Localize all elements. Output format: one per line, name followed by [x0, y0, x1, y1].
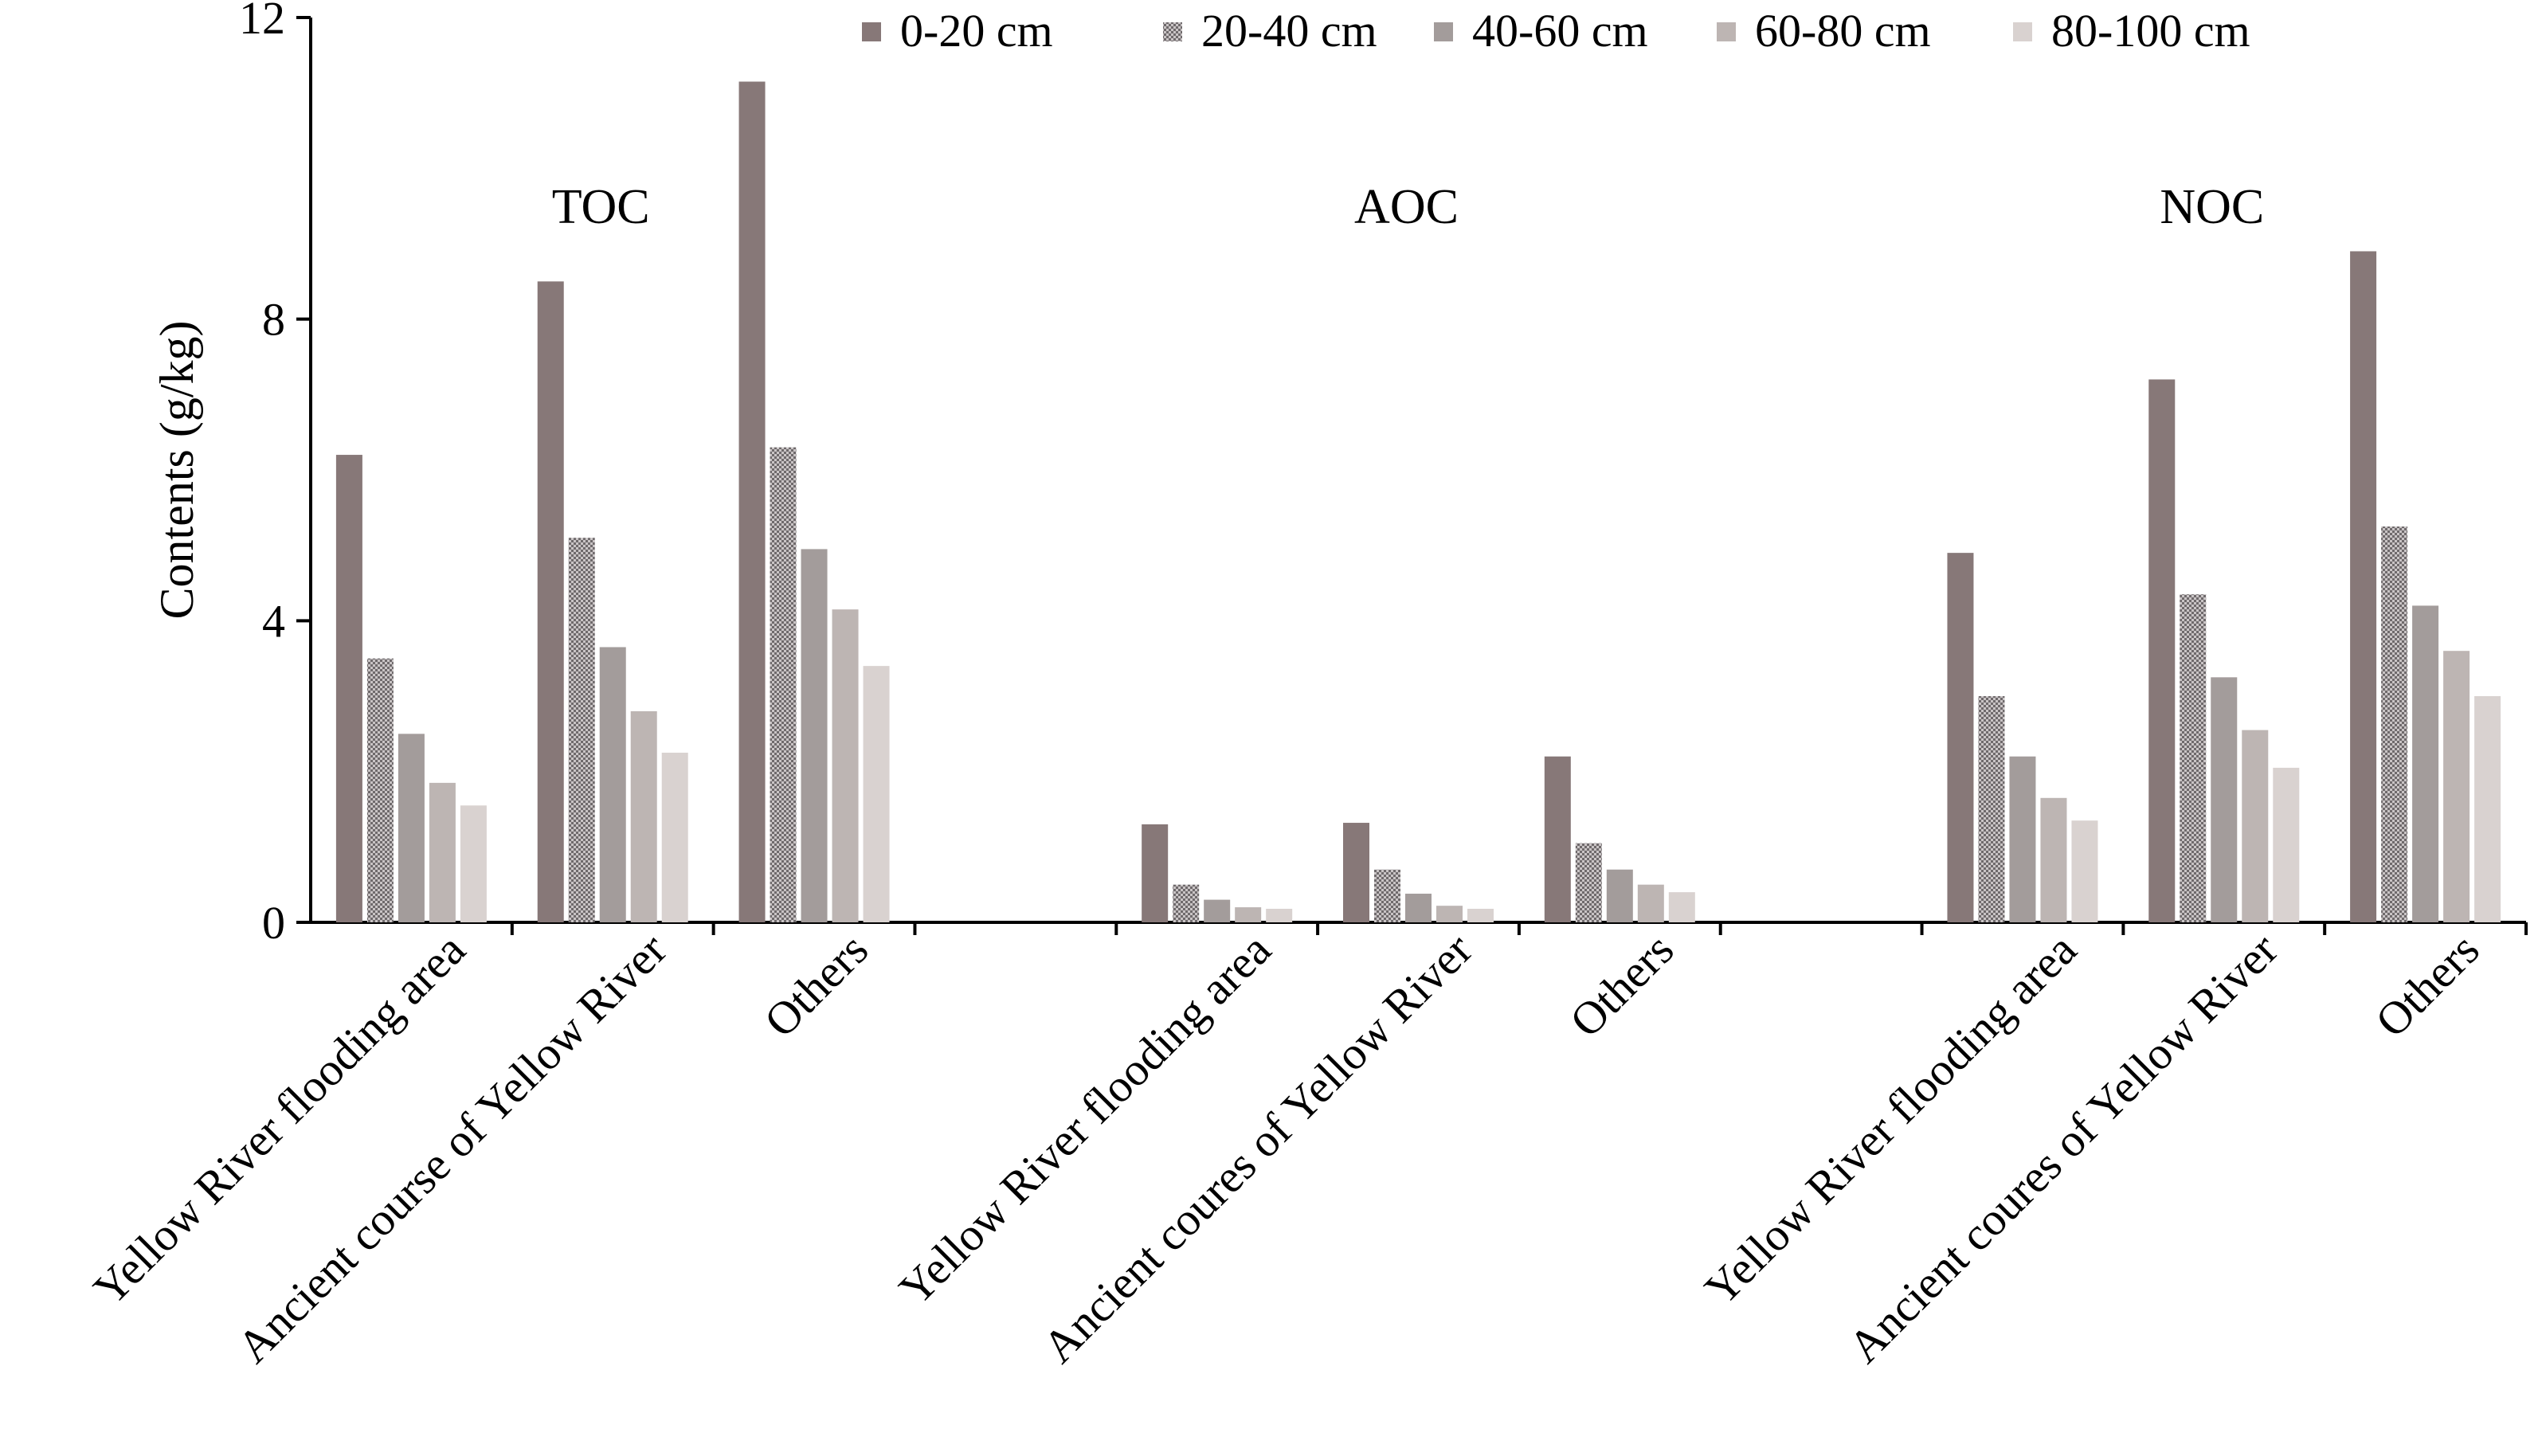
bar-80-100cm	[1668, 892, 1695, 922]
y-axis-label: Contents (g/kg)	[151, 321, 203, 620]
bar-80-100cm	[2071, 820, 2098, 922]
legend-swatch	[862, 22, 881, 41]
bar-0-20cm	[1142, 824, 1169, 922]
legend-swatch	[1717, 22, 1736, 41]
category-label: Yellow River flooding area	[1694, 923, 2086, 1315]
bar-40-60cm	[2412, 605, 2439, 922]
bar-60-80cm	[630, 710, 657, 922]
category-label: Yellow River flooding area	[84, 923, 476, 1315]
bar-20-40cm	[770, 447, 797, 922]
bar-40-60cm	[1204, 899, 1231, 922]
category-label: Ancient coures of Yellow River	[1032, 923, 1482, 1372]
bar-40-60cm	[599, 647, 626, 922]
legend-swatch	[1434, 22, 1453, 41]
bar-80-100cm	[2273, 767, 2300, 922]
bar-0-20cm	[335, 455, 362, 922]
bar-60-80cm	[1235, 907, 1262, 922]
bar-40-60cm	[398, 734, 425, 922]
legend-swatch	[1163, 22, 1182, 41]
legend-label: 0-20 cm	[900, 5, 1053, 57]
category-label: Others	[2365, 923, 2489, 1047]
bar-80-100cm	[460, 805, 487, 922]
legend-swatch	[2013, 22, 2032, 41]
group-label: TOC	[552, 180, 650, 234]
bars	[335, 81, 2501, 922]
category-label: Yellow River flooding area	[889, 923, 1281, 1315]
bar-0-20cm	[1343, 823, 1369, 922]
legend: 0-20 cm 20-40 cm 40-60 cm 60-80 cm 80-100 cm	[862, 5, 2250, 57]
bar-0-20cm	[1544, 756, 1571, 922]
bar-20-40cm	[1575, 843, 1602, 922]
labels: 0 4 8 12 Contents (g/kg) Yellow River floodin…	[84, 0, 2489, 1372]
bar-60-80cm	[2443, 651, 2470, 922]
bar-20-40cm	[2381, 526, 2408, 922]
bar-60-80cm	[1637, 884, 1664, 922]
bar-20-40cm	[366, 658, 394, 922]
bar-0-20cm	[2350, 251, 2377, 922]
bar-60-80cm	[2040, 797, 2067, 922]
category-label: Ancient coures of Yellow River	[1839, 923, 2288, 1372]
bar-80-100cm	[1467, 908, 1494, 922]
bar-40-60cm	[2211, 677, 2238, 922]
group-label: NOC	[2160, 180, 2264, 234]
y-tick-label: 0	[262, 897, 285, 949]
bar-80-100cm	[2474, 696, 2501, 922]
bar-60-80cm	[1436, 906, 1463, 922]
bar-20-40cm	[2180, 594, 2207, 922]
bar-0-20cm	[738, 81, 766, 922]
y-tick-label: 12	[239, 0, 285, 44]
bar-60-80cm	[429, 782, 456, 922]
bar-20-40cm	[1173, 884, 1200, 922]
bar-0-20cm	[2148, 379, 2176, 922]
bar-40-60cm	[2009, 756, 2036, 922]
group-label: AOC	[1354, 180, 1459, 234]
bar-60-80cm	[832, 609, 859, 922]
y-tick-label: 4	[262, 595, 285, 647]
legend-label: 80-100 cm	[2051, 5, 2250, 57]
bar-40-60cm	[1405, 894, 1432, 922]
bar-0-20cm	[1947, 553, 1974, 922]
bar-0-20cm	[537, 281, 564, 922]
category-label: Others	[1560, 923, 1683, 1047]
legend-label: 60-80 cm	[1755, 5, 1931, 57]
y-tick-label: 8	[262, 294, 285, 346]
legend-label: 20-40 cm	[1201, 5, 1377, 57]
bar-40-60cm	[1606, 869, 1633, 922]
category-label: Others	[754, 923, 878, 1047]
bar-80-100cm	[661, 753, 688, 922]
bar-80-100cm	[863, 666, 890, 922]
bar-80-100cm	[1266, 908, 1293, 922]
bar-60-80cm	[2242, 730, 2269, 922]
bar-20-40cm	[1978, 696, 2005, 922]
bar-40-60cm	[801, 549, 828, 922]
legend-label: 40-60 cm	[1472, 5, 1648, 57]
bar-20-40cm	[568, 538, 595, 922]
category-label: Ancient course of Yellow River	[227, 923, 676, 1372]
bar-20-40cm	[1374, 869, 1400, 922]
